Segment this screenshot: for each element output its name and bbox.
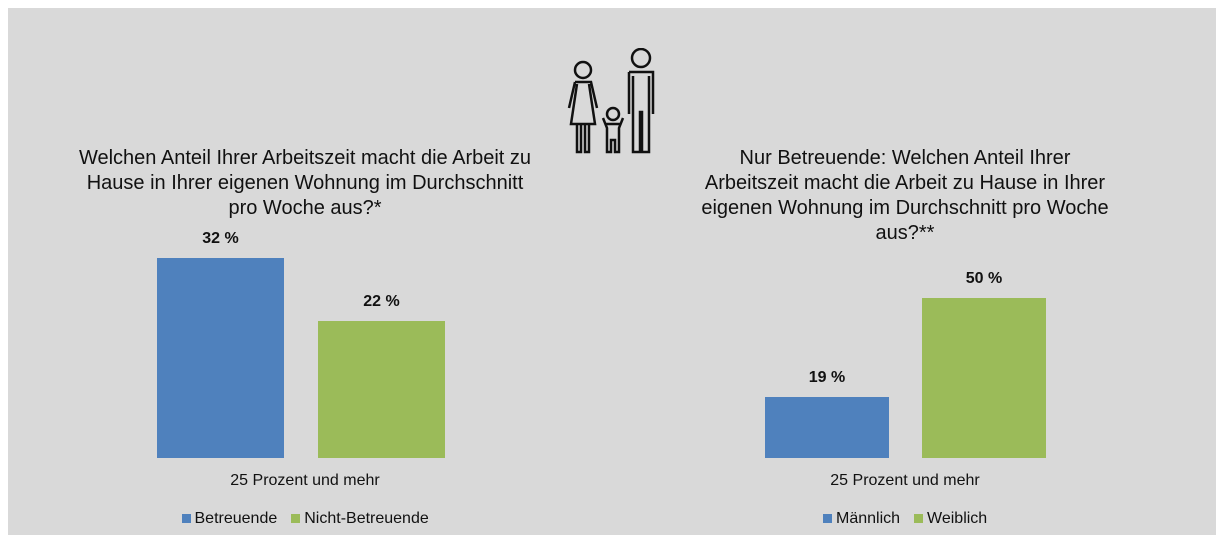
value-label: 19 % [808,369,846,387]
legend-label: Männlich [836,510,901,527]
legend-item: Nicht-Betreuende [291,510,429,528]
legend-swatch [823,514,832,523]
family-icon [567,48,655,154]
value-label: 32 % [202,230,239,247]
legend-swatch [181,514,191,523]
bar [922,298,1046,458]
value-label: 22 % [363,292,400,310]
legend-swatch [291,514,301,523]
value-label: 50 % [965,270,1003,287]
canvas: Welchen Anteil Ihrer Arbeitszeit macht d… [8,8,1216,535]
legend-swatch [914,514,924,523]
bar [765,397,889,458]
chart-title: Nur Betreuende: Welchen Anteil Ihrer Arb… [701,147,1109,244]
bar [157,258,284,458]
legend-item: Betreuende [181,510,278,528]
legend-item: Männlich [823,510,900,528]
legend: Betreuende Nicht-Betreuende [181,510,429,528]
legend-item: Weiblich [914,510,987,528]
category-label: 25 Prozent und mehr [230,472,380,489]
legend: Männlich Weiblich [823,510,987,528]
legend-label: Nicht-Betreuende [304,510,429,527]
legend-label: Betreuende [194,510,278,527]
category-label: 25 Prozent und mehr [830,472,980,489]
bar [318,320,445,458]
legend-label: Weiblich [927,510,988,527]
chart-title: Welchen Anteil Ihrer Arbeitszeit macht d… [78,147,532,219]
